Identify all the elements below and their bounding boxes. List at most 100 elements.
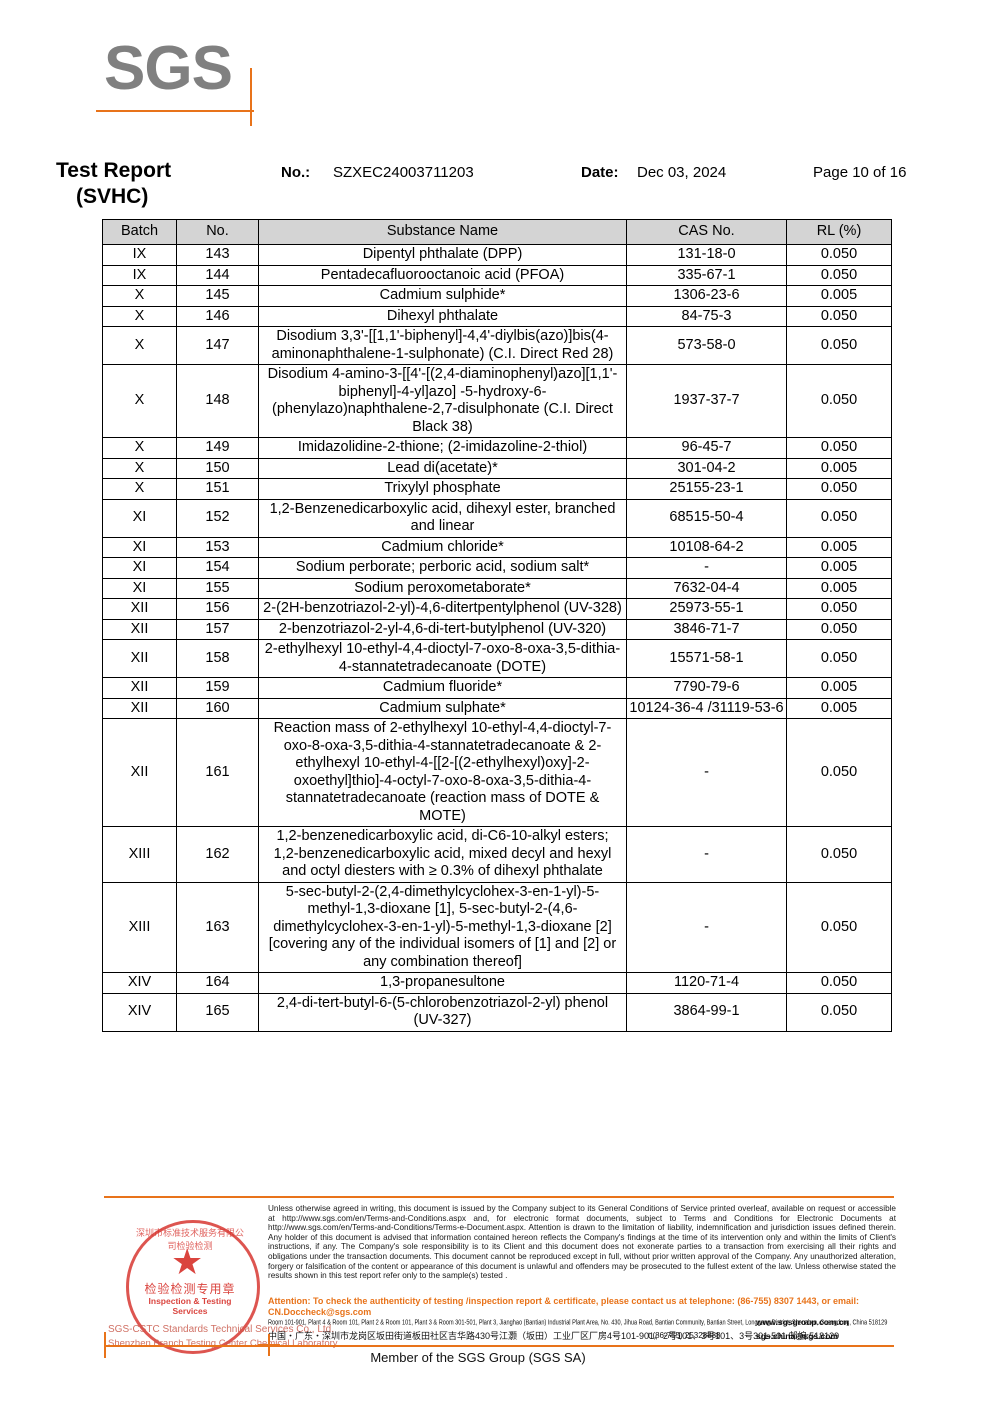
cell-no: 157 [176, 618, 259, 640]
table-row: XII 156 2-(2H-benzotriazol-2-yl)-4,6-diter… [102, 598, 892, 620]
logo-accent-horizontal-line [96, 110, 254, 112]
cell-batch: X [102, 437, 177, 459]
cell-substance: 1,2-Benzenedicarboxylic acid, dihexyl es… [258, 498, 627, 538]
cell-substance: Dipentyl phthalate (DPP) [258, 244, 627, 266]
cell-substance: Sodium peroxometaborate* [258, 577, 627, 599]
cell-batch: XIII [102, 881, 177, 973]
cell-cas: 96-45-7 [626, 437, 787, 459]
attention-notice: Attention: To check the authenticity of … [268, 1296, 859, 1317]
table-row: X 145 Cadmium sulphide* 1306-23-6 0.005 [102, 285, 892, 307]
cell-rl: 0.005 [786, 577, 892, 599]
cell-cas: 10124-36-4 /31119-53-6 [626, 697, 787, 719]
column-header-no: No. [176, 219, 259, 245]
cell-substance: 5-sec-butyl-2-(2,4-dimethylcyclohex-3-en… [258, 881, 627, 973]
cell-no: 163 [176, 881, 259, 973]
cell-substance: 2-ethylhexyl 10-ethyl-4,4-dioctyl-7-oxo-… [258, 639, 627, 678]
cell-no: 161 [176, 718, 259, 827]
cell-rl: 0.050 [786, 618, 892, 640]
cell-rl: 0.050 [786, 598, 892, 620]
table-header-row: Batch No. Substance Name CAS No. RL (%) [102, 219, 892, 245]
cell-rl: 0.050 [786, 881, 892, 973]
cell-batch: XII [102, 639, 177, 678]
cell-cas: 7632-04-4 [626, 577, 787, 599]
table-row: XI 153 Cadmium chloride* 10108-64-2 0.005 [102, 536, 892, 558]
cell-substance: 1,2-benzenedicarboxylic acid, di-C6-10-a… [258, 826, 627, 883]
cell-substance: Cadmium sulphide* [258, 285, 627, 307]
table-row: X 150 Lead di(acetate)* 301-04-2 0.005 [102, 457, 892, 479]
table-row: X 151 Trixylyl phosphate 25155-23-1 0.050 [102, 478, 892, 500]
cell-batch: XII [102, 598, 177, 620]
cell-batch: XI [102, 498, 177, 538]
seal-company-line1: SGS-CSTC Standards Technical Services Co… [108, 1324, 335, 1335]
cell-batch: XII [102, 718, 177, 827]
column-header-cas: CAS No. [626, 219, 787, 245]
cell-rl: 0.050 [786, 826, 892, 883]
email-link[interactable]: sgs.china@sgs.com [756, 1331, 838, 1341]
cell-rl: 0.050 [786, 718, 892, 827]
seal-center-chinese: 检验检测专用章 [144, 1282, 236, 1296]
cell-cas: 1306-23-6 [626, 285, 787, 307]
telephone-cn: t (86-755) 25328888 [648, 1331, 721, 1340]
cell-substance: Reaction mass of 2-ethylhexyl 10-ethyl-4… [258, 718, 627, 827]
table-row: X 149 Imidazolidine-2-thione; (2-imidazoli… [102, 437, 892, 459]
cell-no: 145 [176, 285, 259, 307]
table-row: XI 154 Sodium perborate; perboric acid, so… [102, 557, 892, 579]
cell-substance: Sodium perborate; perboric acid, sodium … [258, 557, 627, 579]
cell-batch: XI [102, 557, 177, 579]
cell-substance: Cadmium sulphate* [258, 697, 627, 719]
cell-rl: 0.050 [786, 498, 892, 538]
page-title: Test Report (SVHC) [56, 158, 266, 210]
cell-batch: XI [102, 536, 177, 558]
cell-no: 155 [176, 577, 259, 599]
member-of-group-text: Member of the SGS Group (SGS SA) [370, 1350, 586, 1365]
sgs-logo-text: SGS [104, 34, 233, 103]
cell-batch: IX [102, 244, 177, 266]
table-row: X 146 Dihexyl phthalate 84-75-3 0.050 [102, 305, 892, 327]
cell-substance: Dihexyl phthalate [258, 305, 627, 327]
cell-rl: 0.005 [786, 457, 892, 479]
cell-substance: Disodium 4-amino-3-[[4'-[(2,4-diaminophe… [258, 364, 627, 438]
table-row: XIV 165 2,4-di-tert-butyl-6-(5-chlorobenzo… [102, 992, 892, 1032]
svhc-substance-table: Batch No. Substance Name CAS No. RL (%) … [102, 219, 892, 1032]
cell-no: 165 [176, 992, 259, 1032]
cell-rl: 0.050 [786, 364, 892, 438]
cell-rl: 0.050 [786, 639, 892, 678]
report-no-value: SZXEC24003711203 [333, 164, 474, 181]
table-row: XI 152 1,2-Benzenedicarboxylic acid, dihex… [102, 498, 892, 538]
cell-substance: Lead di(acetate)* [258, 457, 627, 479]
table-row: XI 155 Sodium peroxometaborate* 7632-04-4 0.… [102, 577, 892, 599]
svhc-table-wrapper: Batch No. Substance Name CAS No. RL (%) … [102, 219, 892, 1032]
cell-no: 144 [176, 264, 259, 286]
cell-batch: XII [102, 618, 177, 640]
footer-left-tick [104, 1332, 106, 1358]
cell-no: 153 [176, 536, 259, 558]
cell-cas: 1937-37-7 [626, 364, 787, 438]
table-row: XIII 162 1,2-benzenedicarboxylic acid, di-… [102, 826, 892, 883]
cell-no: 152 [176, 498, 259, 538]
cell-rl: 0.005 [786, 285, 892, 307]
star-icon: ★ [171, 1241, 204, 1282]
cell-no: 151 [176, 478, 259, 500]
table-row: X 148 Disodium 4-amino-3-[[4'-[(2,4-diamin… [102, 364, 892, 438]
cell-cas: 7790-79-6 [626, 677, 787, 699]
cell-substance: Pentadecafluorooctanoic acid (PFOA) [258, 264, 627, 286]
cell-batch: IX [102, 264, 177, 286]
cell-batch: X [102, 305, 177, 327]
cell-no: 150 [176, 457, 259, 479]
cell-rl: 0.050 [786, 326, 892, 365]
cell-batch: XIV [102, 992, 177, 1032]
cell-cas: 3864-99-1 [626, 992, 787, 1032]
table-row: XII 158 2-ethylhexyl 10-ethyl-4,4-dioctyl-… [102, 639, 892, 678]
footer-cross-tick-horizontal [258, 1344, 280, 1346]
table-row: IX 143 Dipentyl phthalate (DPP) 131-18-0 0.0… [102, 244, 892, 266]
address-english: Room 101-901, Plant 4 & Room 101, Plant … [268, 1319, 888, 1327]
table-row: XII 157 2-benzotriazol-2-yl-4,6-di-tert-bu… [102, 618, 892, 640]
cell-rl: 0.005 [786, 557, 892, 579]
column-header-rl: RL (%) [786, 219, 892, 245]
cell-batch: X [102, 326, 177, 365]
svhc-table-body: IX 143 Dipentyl phthalate (DPP) 131-18-0 0.0… [102, 244, 892, 1032]
cell-rl: 0.050 [786, 437, 892, 459]
website-link[interactable]: www.sgsgroup.com.cn [756, 1317, 849, 1327]
cell-cas: - [626, 826, 787, 883]
cell-cas: - [626, 557, 787, 579]
